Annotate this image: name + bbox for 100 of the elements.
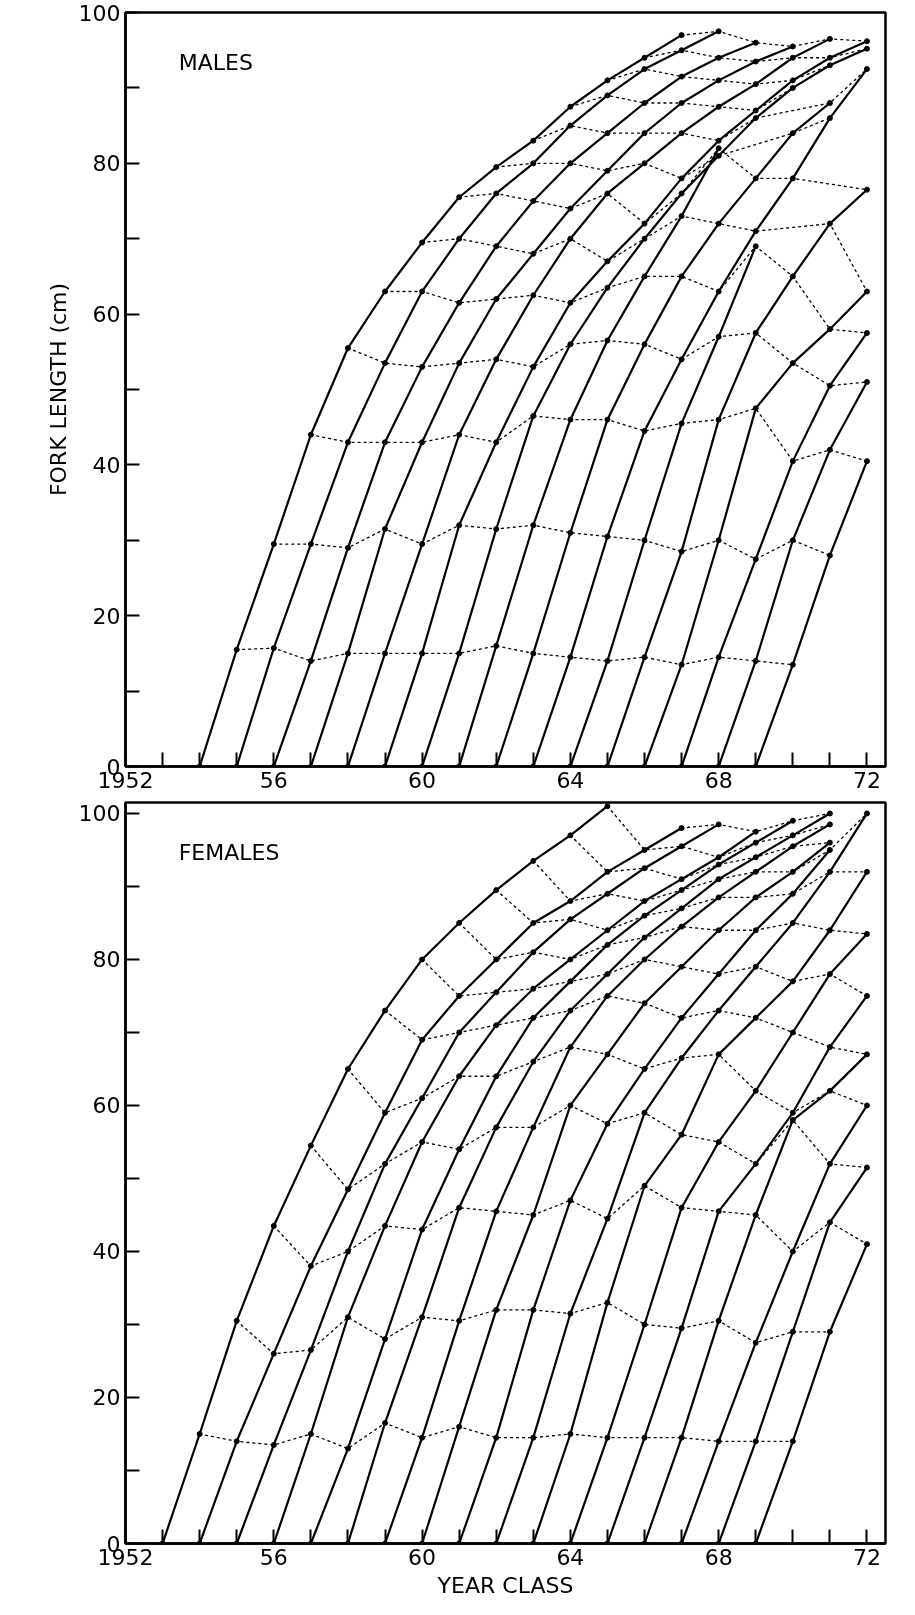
point — [382, 525, 389, 532]
point — [752, 175, 759, 182]
point — [752, 657, 759, 664]
point — [567, 160, 574, 167]
point — [789, 1248, 796, 1255]
point — [604, 941, 611, 948]
x-tick-label: 56 — [259, 1544, 288, 1570]
point — [567, 916, 574, 923]
x-tick-label: 72 — [852, 767, 881, 793]
point — [826, 552, 833, 559]
point — [641, 66, 648, 73]
point — [863, 288, 870, 295]
point — [567, 1044, 574, 1051]
point — [641, 537, 648, 544]
point — [715, 333, 722, 340]
point — [752, 828, 759, 835]
point — [752, 1087, 759, 1094]
point — [270, 1441, 277, 1448]
point — [567, 299, 574, 306]
point — [641, 934, 648, 941]
point — [789, 54, 796, 61]
point — [752, 107, 759, 114]
point — [715, 416, 722, 423]
point — [789, 1029, 796, 1036]
point — [678, 175, 685, 182]
point — [826, 220, 833, 227]
point — [678, 843, 685, 850]
point — [826, 846, 833, 853]
point — [863, 1164, 870, 1171]
point — [678, 661, 685, 668]
point — [715, 1138, 722, 1145]
point — [382, 360, 389, 367]
point — [678, 1434, 685, 1441]
point — [678, 73, 685, 80]
point — [715, 861, 722, 868]
point — [678, 356, 685, 363]
point — [752, 556, 759, 563]
point — [604, 971, 611, 978]
point — [863, 992, 870, 999]
point — [641, 427, 648, 434]
point — [715, 894, 722, 901]
point — [530, 1124, 537, 1131]
point — [641, 273, 648, 280]
point — [493, 642, 500, 649]
point — [344, 1445, 351, 1452]
point — [641, 220, 648, 227]
point — [307, 1263, 314, 1270]
point — [493, 190, 500, 197]
y-tick-label: 100 — [78, 0, 121, 26]
point — [270, 1222, 277, 1229]
point — [530, 1306, 537, 1313]
point — [604, 416, 611, 423]
point — [826, 927, 833, 934]
point — [715, 28, 722, 35]
point — [604, 992, 611, 999]
point — [678, 1131, 685, 1138]
y-tick-label: 20 — [92, 1385, 121, 1411]
point — [715, 1438, 722, 1445]
text: MALES — [178, 50, 253, 76]
point — [752, 243, 759, 250]
point — [419, 439, 426, 446]
point — [567, 898, 574, 905]
point — [530, 522, 537, 529]
x-tick-label: 68 — [704, 1544, 733, 1570]
point — [604, 284, 611, 291]
point — [826, 868, 833, 875]
point — [530, 363, 537, 370]
point — [382, 1420, 389, 1427]
point — [678, 1014, 685, 1021]
point — [233, 1438, 240, 1445]
y-tick-label: 60 — [92, 1093, 121, 1119]
point — [530, 949, 537, 956]
point — [826, 115, 833, 122]
point — [678, 905, 685, 912]
point — [863, 1241, 870, 1248]
point — [863, 1102, 870, 1109]
point — [307, 541, 314, 548]
point — [456, 1204, 463, 1211]
point — [493, 525, 500, 532]
point — [678, 420, 685, 427]
point — [863, 66, 870, 73]
point — [604, 337, 611, 344]
point — [752, 58, 759, 65]
point — [530, 985, 537, 992]
point — [530, 250, 537, 257]
y-tick-label: 100 — [78, 801, 121, 827]
x-tick-label: 60 — [408, 767, 437, 793]
point — [530, 1014, 537, 1021]
point — [863, 458, 870, 465]
x-tick-label: 56 — [259, 767, 288, 793]
point — [715, 854, 722, 861]
point — [752, 81, 759, 88]
point — [493, 1434, 500, 1441]
point — [567, 1197, 574, 1204]
point — [604, 130, 611, 137]
point — [752, 1339, 759, 1346]
point — [567, 832, 574, 839]
point — [641, 130, 648, 137]
point — [419, 239, 426, 246]
point — [863, 868, 870, 875]
